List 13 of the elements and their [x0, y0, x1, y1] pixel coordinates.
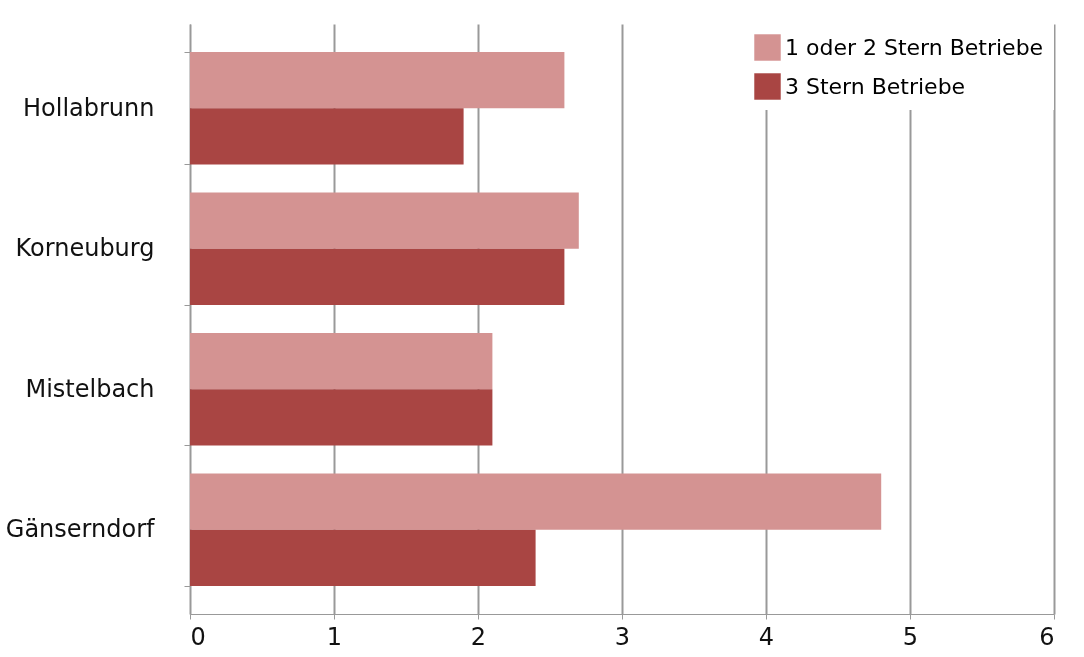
y-tick-label: Korneuburg [15, 234, 155, 263]
x-tick-label: 1 [326, 622, 343, 651]
y-tick-label: Hollabrunn [22, 93, 155, 122]
x-tick-label: 6 [1039, 622, 1055, 651]
x-tick-label: 5 [902, 622, 919, 651]
y-tick-label: Gänserndorf [5, 515, 156, 544]
x-tick-label: 3 [614, 622, 631, 651]
legend-label: 3 Stern Betriebe [785, 73, 966, 99]
legend-label: 1 oder 2 Stern Betriebe [785, 34, 1044, 60]
x-tick-label: 4 [758, 622, 775, 651]
x-tick-label: 2 [470, 622, 487, 651]
y-tick-label: Mistelbach [25, 374, 155, 403]
x-tick-label: 0 [190, 622, 206, 651]
